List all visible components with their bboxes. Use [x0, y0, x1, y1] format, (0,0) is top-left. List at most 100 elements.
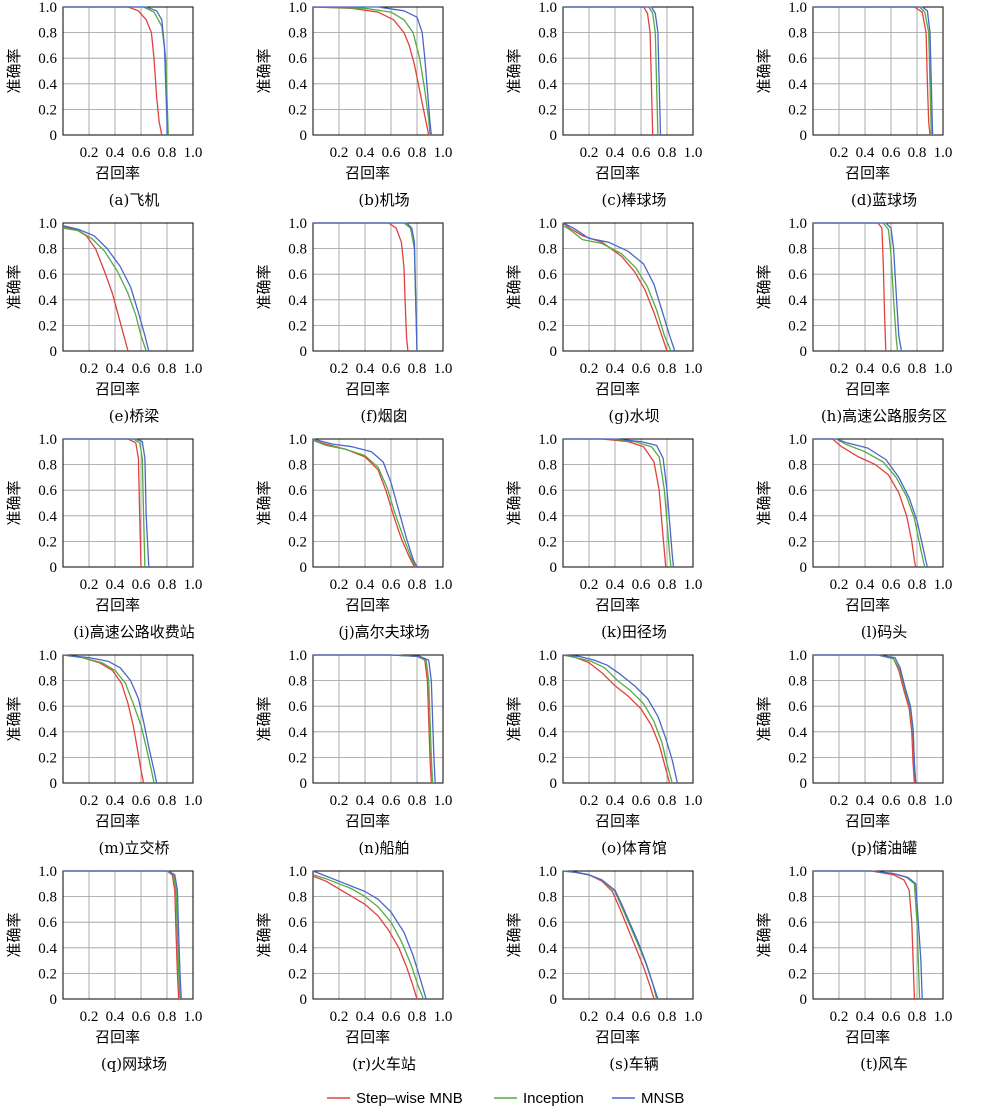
y-tick-label: 0.8	[538, 890, 557, 906]
legend: Step–wise MNB Inception MNSB	[327, 1090, 684, 1107]
series-line	[312, 874, 425, 1000]
y-tick-label: 0.4	[38, 725, 57, 741]
x-axis-label: 召回率	[95, 380, 140, 398]
y-tick-label: 0.2	[788, 318, 807, 334]
x-axis-label: 召回率	[595, 596, 640, 614]
x-axis-label: 召回率	[595, 380, 640, 398]
x-tick-label: 1.0	[434, 145, 453, 161]
legend-label-mnsb: MNSB	[641, 1090, 684, 1107]
x-tick-label: 0.2	[80, 577, 99, 593]
y-tick-label: 0.4	[38, 941, 57, 957]
series-line	[312, 439, 417, 568]
y-tick-label: 0.6	[538, 699, 557, 715]
series-line	[313, 222, 418, 352]
x-tick-label: 0.8	[658, 793, 677, 809]
chart-caption: (e)桥梁	[109, 407, 160, 425]
series-line	[563, 6, 659, 136]
y-tick-label: 0.8	[788, 458, 807, 474]
x-tick-label: 0.6	[132, 577, 151, 593]
y-tick-label: 0.8	[288, 26, 307, 42]
x-tick-label: 0.2	[330, 793, 349, 809]
y-tick-label: 0.2	[788, 534, 807, 550]
x-tick-label: 0.4	[606, 361, 625, 377]
series-line	[813, 870, 921, 1000]
series-line	[813, 6, 931, 136]
series-line	[813, 6, 932, 136]
x-tick-label: 0.8	[158, 793, 177, 809]
series-line	[562, 654, 673, 784]
y-tick-label: 0.8	[538, 458, 557, 474]
y-tick-label: 0	[50, 560, 58, 576]
x-tick-label: 0.2	[80, 145, 99, 161]
x-tick-label: 0.8	[908, 145, 927, 161]
y-tick-label: 0	[800, 344, 808, 360]
y-tick-label: 0.8	[788, 242, 807, 258]
series-line	[63, 870, 181, 1000]
x-tick-label: 0.4	[606, 793, 625, 809]
series-line	[562, 654, 671, 784]
y-tick-label: 0.8	[288, 890, 307, 906]
y-tick-label: 0	[550, 560, 558, 576]
x-tick-label: 0.6	[132, 145, 151, 161]
x-tick-label: 0.6	[632, 145, 651, 161]
y-tick-label: 0.4	[788, 941, 807, 957]
x-tick-label: 1.0	[684, 793, 703, 809]
series-line	[312, 439, 415, 568]
x-tick-label: 0.8	[408, 361, 427, 377]
y-axis-label: 准确率	[5, 264, 23, 309]
series-line	[562, 654, 679, 784]
y-tick-label: 0.8	[38, 458, 57, 474]
y-tick-label: 0.4	[538, 941, 557, 957]
y-tick-label: 1.0	[788, 864, 807, 880]
x-tick-label: 0.2	[330, 361, 349, 377]
y-tick-label: 1.0	[288, 216, 307, 232]
chart-caption: (t)风车	[860, 1055, 908, 1073]
x-tick-label: 0.4	[106, 577, 125, 593]
y-tick-label: 1.0	[38, 216, 57, 232]
x-axis-label: 召回率	[95, 164, 140, 182]
y-tick-label: 0	[300, 776, 308, 792]
y-tick-label: 0	[50, 992, 58, 1008]
y-tick-label: 1.0	[788, 0, 807, 16]
y-tick-label: 1.0	[788, 216, 807, 232]
y-tick-label: 0.6	[538, 915, 557, 931]
series-line	[63, 6, 168, 135]
y-tick-label: 0.8	[288, 458, 307, 474]
series-line	[813, 438, 929, 568]
x-tick-label: 0.4	[606, 145, 625, 161]
x-tick-label: 0.6	[382, 577, 401, 593]
series-line	[63, 870, 182, 1000]
y-tick-label: 0.4	[38, 77, 57, 93]
y-tick-label: 0.8	[538, 674, 557, 690]
chart-caption: (a)飞机	[109, 191, 160, 209]
y-axis-label: 准确率	[755, 48, 773, 93]
series-line	[813, 438, 917, 568]
chart-caption: (k)田径场	[601, 623, 667, 641]
x-tick-label: 1.0	[434, 361, 453, 377]
y-tick-label: 1.0	[38, 0, 57, 16]
y-tick-label: 0	[800, 560, 808, 576]
chart-caption: (s)车辆	[609, 1055, 658, 1073]
legend-item-inception: Inception	[494, 1090, 584, 1107]
y-tick-label: 1.0	[788, 432, 807, 448]
y-tick-label: 0.2	[288, 534, 307, 550]
y-tick-label: 0	[50, 344, 58, 360]
x-tick-label: 1.0	[934, 577, 953, 593]
series-line	[63, 6, 163, 136]
chart-caption: (o)体育馆	[601, 839, 667, 857]
x-tick-label: 1.0	[684, 145, 703, 161]
y-tick-label: 0.4	[788, 509, 807, 525]
x-tick-label: 0.8	[908, 1009, 927, 1025]
x-tick-label: 0.4	[356, 1009, 375, 1025]
x-axis-label: 召回率	[845, 812, 890, 830]
y-tick-label: 0.2	[538, 966, 557, 982]
x-tick-label: 0.8	[158, 145, 177, 161]
series-line	[563, 6, 662, 136]
series-line	[813, 654, 917, 784]
y-tick-label: 0.2	[288, 318, 307, 334]
x-tick-label: 0.8	[158, 577, 177, 593]
